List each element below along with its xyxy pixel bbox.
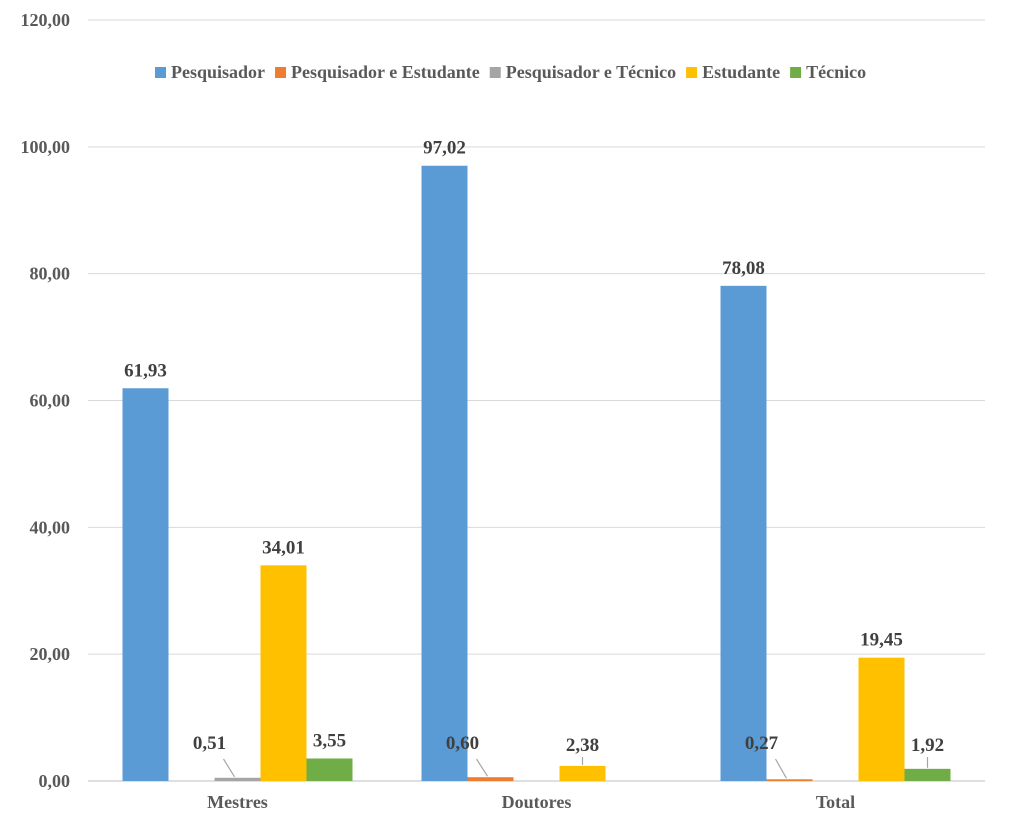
bar-4-2	[904, 768, 951, 781]
legend-item: Técnico	[790, 62, 866, 82]
bar-3-0	[260, 565, 307, 781]
legend-swatch	[489, 67, 501, 78]
gridlines	[88, 19, 985, 782]
data-label: 78,08	[722, 258, 765, 279]
data-label: 61,93	[124, 360, 167, 381]
leader-line	[774, 758, 788, 779]
legend-swatch	[686, 67, 698, 78]
legend-label: Pesquisador e Técnico	[506, 62, 676, 82]
x-category-label: Doutores	[502, 792, 572, 812]
legend-item: Pesquisador e Técnico	[489, 62, 676, 82]
data-label: 34,01	[262, 537, 305, 558]
y-tick-label: 80,00	[30, 264, 71, 284]
bar-0-0	[122, 388, 169, 781]
bar-4-0	[306, 758, 353, 781]
legend-label: Estudante	[702, 62, 780, 82]
data-label: 2,38	[566, 735, 599, 756]
legend-swatch	[155, 67, 166, 78]
y-tick-label: 60,00	[30, 391, 71, 411]
bar-2-0	[214, 777, 261, 781]
data-label: 0,27	[745, 733, 779, 754]
legend-label: Técnico	[806, 62, 866, 82]
leader-line	[475, 758, 489, 777]
data-label: 0,51	[193, 733, 226, 754]
legend-item: Pesquisador	[155, 62, 265, 82]
data-label: 97,02	[423, 138, 466, 159]
legend-item: Estudante	[686, 62, 780, 82]
legend-label: Pesquisador e Estudante	[291, 62, 480, 82]
data-label: 3,55	[313, 730, 346, 751]
x-category-label: Total	[816, 792, 855, 812]
bars	[122, 165, 951, 781]
legend-label: Pesquisador	[171, 62, 265, 82]
x-category-label: Mestres	[207, 792, 268, 812]
y-axis: 0,00 20,00 40,00 60,00 80,00 100,00 120,00	[21, 10, 71, 791]
bar-1-2	[766, 779, 813, 781]
x-axis: Mestres Doutores Total	[207, 792, 855, 812]
legend-swatch	[790, 67, 802, 78]
data-labels: 61,93 97,02 78,08 0,60 0,27 0,51 34,01 2,38 19,4…	[124, 138, 944, 779]
legend-item: Pesquisador e Estudante	[275, 62, 480, 82]
data-label: 19,45	[860, 630, 903, 651]
y-tick-label: 0,00	[39, 771, 71, 791]
bar-1-1	[467, 777, 514, 781]
data-label: 0,60	[446, 733, 479, 754]
bar-0-1	[421, 165, 468, 781]
bar-3-2	[858, 657, 905, 781]
y-tick-label: 20,00	[30, 644, 71, 664]
data-label: 1,92	[911, 735, 944, 756]
leader-line	[222, 758, 236, 778]
legend-swatch	[275, 67, 287, 78]
y-tick-label: 120,00	[21, 10, 71, 30]
y-tick-label: 40,00	[30, 517, 71, 537]
legend: Pesquisador Pesquisador e Estudante Pesqui…	[155, 62, 866, 82]
y-tick-label: 100,00	[21, 137, 71, 157]
bar-3-1	[559, 765, 606, 781]
bar-0-2	[720, 285, 767, 781]
